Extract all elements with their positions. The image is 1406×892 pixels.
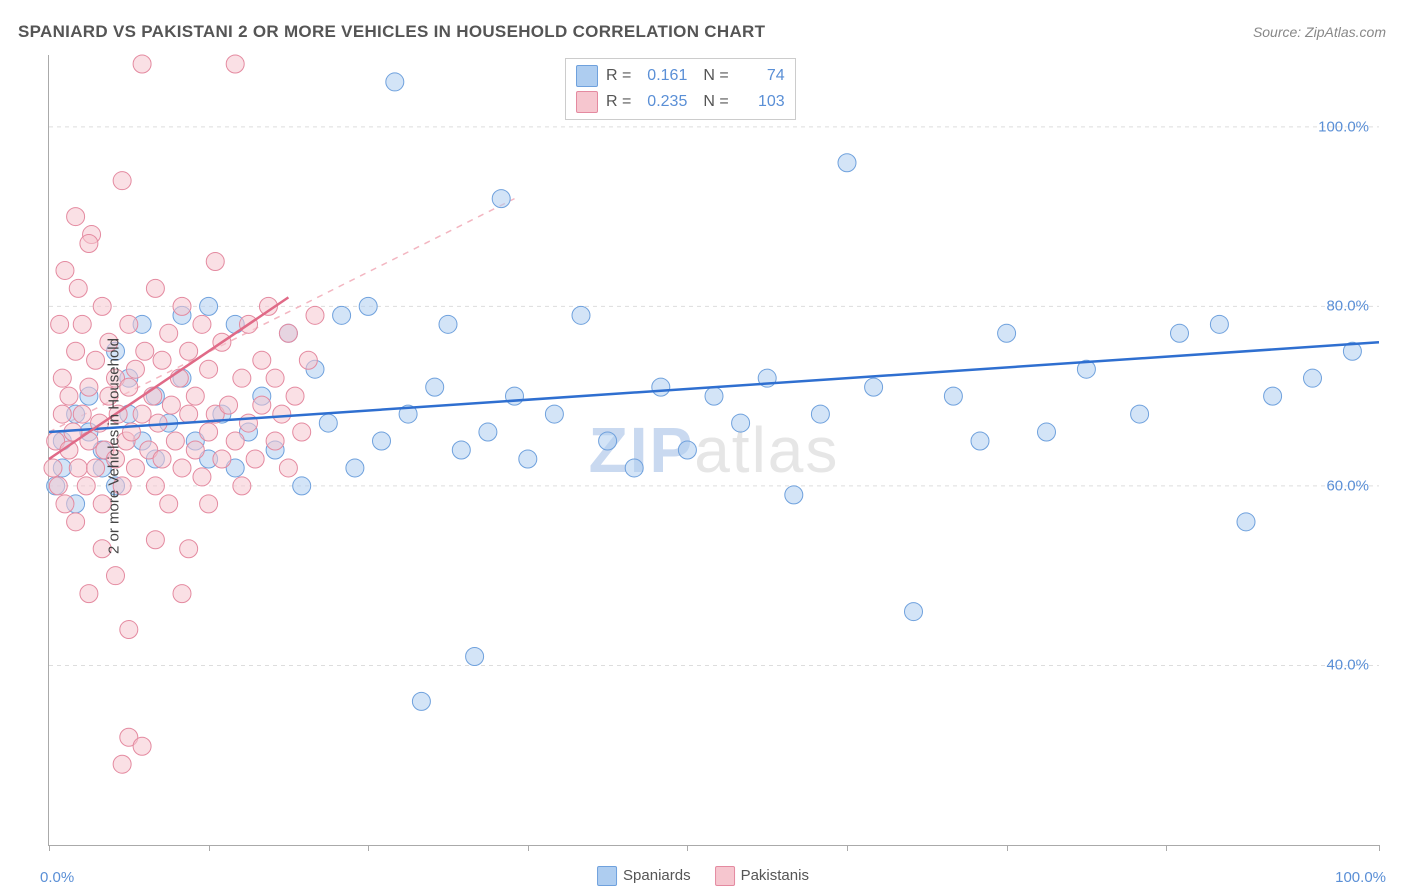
x-tick bbox=[687, 845, 688, 851]
y-tick-label: 60.0% bbox=[1326, 477, 1369, 494]
plot-area: ZIPatlas 40.0%60.0%80.0%100.0% bbox=[48, 55, 1379, 846]
x-tick bbox=[49, 845, 50, 851]
legend-item: Pakistanis bbox=[715, 866, 809, 886]
stats-n-value: 74 bbox=[737, 67, 785, 85]
x-axis-min-label: 0.0% bbox=[40, 869, 74, 886]
chart-title: SPANIARD VS PAKISTANI 2 OR MORE VEHICLES… bbox=[18, 22, 765, 42]
legend-bottom: Spaniards Pakistanis bbox=[597, 866, 809, 886]
stats-n-label: N = bbox=[703, 93, 728, 111]
stats-r-label: R = bbox=[606, 67, 631, 85]
x-tick bbox=[1379, 845, 1380, 851]
stats-swatch bbox=[576, 65, 598, 87]
legend-item: Spaniards bbox=[597, 866, 691, 886]
legend-swatch bbox=[715, 866, 735, 886]
x-tick bbox=[209, 845, 210, 851]
x-tick bbox=[528, 845, 529, 851]
legend-label: Spaniards bbox=[623, 867, 691, 884]
x-tick bbox=[368, 845, 369, 851]
x-axis-max-label: 100.0% bbox=[1335, 869, 1386, 886]
x-tick bbox=[1007, 845, 1008, 851]
stats-row: R = 0.161 N = 74 bbox=[576, 63, 785, 89]
stats-row: R = 0.235 N = 103 bbox=[576, 89, 785, 115]
legend-swatch bbox=[597, 866, 617, 886]
stats-swatch bbox=[576, 91, 598, 113]
stats-legend-box: R = 0.161 N = 74 R = 0.235 N = 103 bbox=[565, 58, 796, 120]
stats-r-value: 0.161 bbox=[639, 67, 687, 85]
stats-n-value: 103 bbox=[737, 93, 785, 111]
stats-r-value: 0.235 bbox=[639, 93, 687, 111]
chart-svg bbox=[49, 55, 1379, 845]
y-tick-label: 80.0% bbox=[1326, 298, 1369, 315]
x-tick bbox=[847, 845, 848, 851]
stats-n-label: N = bbox=[703, 67, 728, 85]
legend-label: Pakistanis bbox=[741, 867, 809, 884]
source-attribution: Source: ZipAtlas.com bbox=[1253, 24, 1386, 40]
stats-r-label: R = bbox=[606, 93, 631, 111]
y-tick-label: 100.0% bbox=[1318, 118, 1369, 135]
y-tick-label: 40.0% bbox=[1326, 657, 1369, 674]
y-axis-label: 2 or more Vehicles in Household bbox=[105, 338, 122, 554]
x-tick bbox=[1166, 845, 1167, 851]
